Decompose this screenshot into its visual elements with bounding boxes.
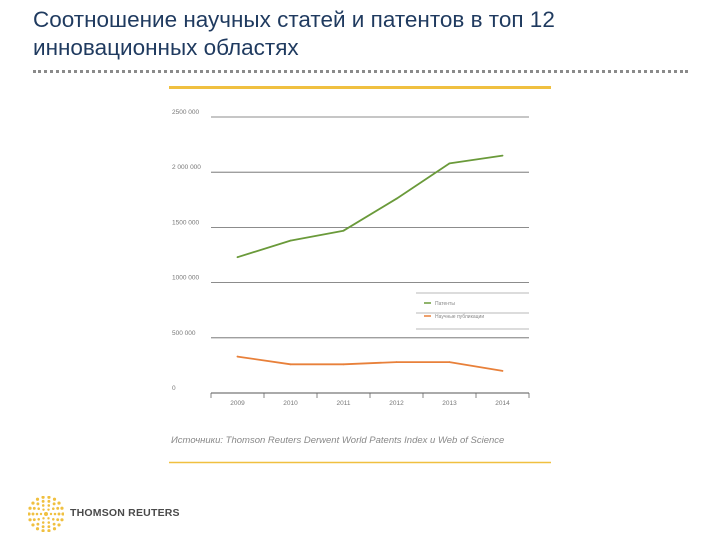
data-point: [289, 239, 292, 242]
series-line-1: [237, 355, 503, 372]
logo-dot: [39, 512, 43, 516]
logo-dot: [36, 502, 40, 506]
logo-dot: [28, 506, 32, 510]
line-chart-svg: 0 500 000 1000 000 1500 000 2 000 000 2500 00…: [169, 86, 551, 464]
logo-dot: [41, 525, 45, 529]
logo-text: THOMSON REUTERS: [70, 507, 180, 519]
chart-source-note: Источники: Thomson Reuters Derwent World…: [171, 435, 504, 446]
y-tick-label: 0: [172, 385, 176, 392]
y-tick-label: 1500 000: [172, 219, 199, 226]
logo-dot: [41, 496, 45, 499]
logo-dot: [57, 523, 61, 527]
y-tick-label: 2 000 000: [172, 164, 201, 171]
logo-dot: [57, 501, 61, 505]
logo-dot: [52, 507, 55, 510]
y-tick-label: 500 000: [172, 330, 196, 337]
x-tick-label: 2010: [283, 400, 298, 407]
logo-dot: [37, 507, 40, 510]
data-point: [501, 370, 504, 372]
data-point: [395, 361, 398, 363]
logo-dot: [31, 501, 35, 505]
logo-dot: [47, 517, 50, 520]
logo-dot: [32, 506, 36, 510]
y-tick-label: 2500 000: [172, 109, 199, 116]
y-tick-label: 1000 000: [172, 275, 199, 282]
logo-dot: [42, 517, 45, 520]
logo-dot: [36, 522, 40, 526]
logo-dot: [61, 512, 64, 516]
data-point: [501, 154, 504, 157]
logo-dot: [35, 497, 40, 501]
logo-dot: [57, 512, 61, 516]
logo-dot: [47, 521, 51, 524]
logo-dot: [37, 518, 40, 521]
data-point: [448, 361, 451, 363]
logo-dot: [41, 521, 45, 524]
logo-dot: [47, 499, 51, 503]
logo-dot: [60, 518, 64, 522]
logo-dot: [44, 512, 48, 516]
logo-dot: [41, 504, 45, 507]
series-line-0: [237, 154, 503, 259]
data-point: [395, 197, 398, 200]
data-point: [342, 363, 345, 366]
legend-label: Патенты: [435, 301, 455, 307]
x-tick-label: 2011: [337, 400, 351, 407]
x-tick-label: 2013: [442, 400, 457, 407]
logo-dot: [53, 512, 57, 516]
logo-dot: [47, 496, 51, 499]
x-tick-label: 2012: [389, 400, 404, 407]
logo-dot: [28, 518, 32, 522]
logo-dot: [41, 499, 45, 503]
logo-dot: [47, 504, 51, 507]
logo-dot: [47, 529, 51, 532]
logo-dot: [56, 506, 60, 510]
thomson-reuters-logo: THOMSON REUTERS: [28, 494, 180, 534]
logo-dot: [52, 522, 56, 526]
logo-dot: [52, 527, 57, 531]
data-point: [342, 229, 345, 232]
legend-label: Научные публикации: [435, 314, 484, 320]
logo-dot: [31, 523, 35, 527]
logo-dot: [31, 512, 35, 516]
x-tick-label: 2009: [230, 400, 245, 407]
logo-dot: [42, 508, 45, 511]
data-point: [236, 256, 239, 259]
logo-dot: [47, 525, 51, 529]
logo-dot: [49, 512, 53, 516]
logo-dot: [32, 518, 36, 522]
title-divider: [33, 70, 688, 73]
logo-dot: [60, 506, 64, 510]
logo-dot: [41, 529, 45, 532]
logo-dot: [52, 497, 57, 501]
logo-dot: [28, 512, 31, 516]
slide-title: Соотношение научных статей и патентов в …: [33, 7, 555, 60]
sunburst-logo-icon: [28, 496, 64, 532]
logo-dot: [35, 527, 40, 531]
logo-dot: [52, 502, 56, 506]
data-point: [289, 363, 292, 366]
logo-dot: [52, 518, 55, 521]
x-tick-label: 2014: [495, 400, 510, 407]
logo-dot: [56, 518, 60, 522]
data-point: [236, 355, 239, 358]
logo-dot: [35, 512, 39, 516]
chart: 0 500 000 1000 000 1500 000 2 000 000 2500 00…: [169, 86, 551, 464]
logo-dot: [47, 508, 50, 511]
data-point: [448, 162, 451, 165]
